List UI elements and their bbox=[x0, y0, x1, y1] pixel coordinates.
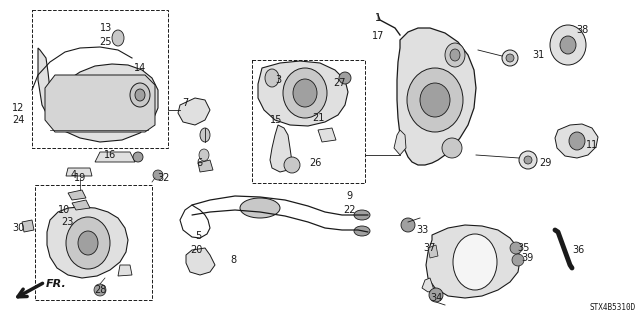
Polygon shape bbox=[66, 168, 92, 176]
Ellipse shape bbox=[199, 149, 209, 161]
Ellipse shape bbox=[453, 234, 497, 290]
Text: 35: 35 bbox=[518, 243, 530, 253]
Text: 9: 9 bbox=[346, 191, 352, 201]
Text: 21: 21 bbox=[312, 113, 324, 123]
Text: 7: 7 bbox=[182, 98, 188, 108]
Text: STX4B5310D: STX4B5310D bbox=[589, 303, 636, 312]
Ellipse shape bbox=[284, 157, 300, 173]
Text: 11: 11 bbox=[586, 140, 598, 150]
Text: 5: 5 bbox=[195, 231, 201, 241]
Ellipse shape bbox=[240, 198, 280, 218]
Text: 1: 1 bbox=[375, 13, 381, 23]
Text: 34: 34 bbox=[430, 293, 442, 303]
Text: 24: 24 bbox=[12, 115, 24, 125]
Ellipse shape bbox=[429, 288, 443, 302]
Text: 6: 6 bbox=[196, 158, 202, 168]
Ellipse shape bbox=[78, 231, 98, 255]
Text: 15: 15 bbox=[270, 115, 282, 125]
Text: 38: 38 bbox=[576, 25, 588, 35]
Text: 26: 26 bbox=[309, 158, 321, 168]
Text: 32: 32 bbox=[157, 173, 169, 183]
Ellipse shape bbox=[442, 138, 462, 158]
Ellipse shape bbox=[407, 68, 463, 132]
Polygon shape bbox=[270, 125, 292, 172]
Ellipse shape bbox=[510, 242, 522, 254]
Polygon shape bbox=[318, 128, 336, 142]
Polygon shape bbox=[68, 190, 86, 200]
Ellipse shape bbox=[354, 226, 370, 236]
Ellipse shape bbox=[112, 30, 124, 46]
Polygon shape bbox=[258, 61, 348, 126]
Text: 36: 36 bbox=[572, 245, 584, 255]
Text: 33: 33 bbox=[416, 225, 428, 235]
Polygon shape bbox=[95, 152, 135, 162]
Polygon shape bbox=[198, 160, 213, 172]
Text: 8: 8 bbox=[230, 255, 236, 265]
Ellipse shape bbox=[420, 83, 450, 117]
Text: 4: 4 bbox=[71, 170, 77, 180]
Ellipse shape bbox=[569, 132, 585, 150]
Polygon shape bbox=[555, 124, 598, 158]
Polygon shape bbox=[394, 130, 406, 155]
Text: 23: 23 bbox=[61, 217, 73, 227]
Ellipse shape bbox=[506, 54, 514, 62]
Text: 20: 20 bbox=[190, 245, 202, 255]
Ellipse shape bbox=[354, 210, 370, 220]
Polygon shape bbox=[186, 248, 215, 275]
Ellipse shape bbox=[130, 83, 150, 107]
Text: 14: 14 bbox=[134, 63, 146, 73]
Polygon shape bbox=[72, 200, 90, 210]
Text: 25: 25 bbox=[100, 37, 112, 47]
Polygon shape bbox=[45, 75, 155, 132]
Ellipse shape bbox=[66, 217, 110, 269]
Text: 39: 39 bbox=[521, 253, 533, 263]
Text: 28: 28 bbox=[94, 285, 106, 295]
Text: 3: 3 bbox=[275, 75, 281, 85]
Polygon shape bbox=[422, 278, 434, 292]
Text: 10: 10 bbox=[58, 205, 70, 215]
Ellipse shape bbox=[339, 72, 351, 84]
Text: 29: 29 bbox=[539, 158, 551, 168]
Ellipse shape bbox=[265, 69, 279, 87]
Ellipse shape bbox=[401, 218, 415, 232]
Polygon shape bbox=[178, 98, 210, 125]
Text: 27: 27 bbox=[333, 78, 346, 88]
Text: 12: 12 bbox=[12, 103, 24, 113]
Bar bbox=[35, 185, 152, 300]
Ellipse shape bbox=[445, 43, 465, 67]
Text: 16: 16 bbox=[104, 150, 116, 160]
Ellipse shape bbox=[560, 36, 576, 54]
Polygon shape bbox=[426, 225, 520, 298]
Text: 17: 17 bbox=[372, 31, 384, 41]
Text: 30: 30 bbox=[12, 223, 24, 233]
Polygon shape bbox=[397, 28, 476, 165]
Bar bbox=[252, 60, 365, 183]
Bar bbox=[32, 10, 168, 148]
Ellipse shape bbox=[283, 68, 327, 118]
Text: 37: 37 bbox=[424, 243, 436, 253]
Ellipse shape bbox=[200, 128, 210, 142]
Ellipse shape bbox=[519, 151, 537, 169]
Polygon shape bbox=[22, 220, 34, 232]
Ellipse shape bbox=[450, 49, 460, 61]
Text: 31: 31 bbox=[532, 50, 544, 60]
Text: 13: 13 bbox=[100, 23, 112, 33]
Polygon shape bbox=[428, 245, 438, 258]
Polygon shape bbox=[47, 207, 128, 278]
Ellipse shape bbox=[293, 79, 317, 107]
Text: 22: 22 bbox=[343, 205, 355, 215]
Text: FR.: FR. bbox=[46, 279, 67, 289]
Ellipse shape bbox=[94, 284, 106, 296]
Polygon shape bbox=[118, 265, 132, 276]
Ellipse shape bbox=[550, 25, 586, 65]
Ellipse shape bbox=[502, 50, 518, 66]
Ellipse shape bbox=[133, 152, 143, 162]
Ellipse shape bbox=[153, 170, 163, 180]
Ellipse shape bbox=[524, 156, 532, 164]
Ellipse shape bbox=[135, 89, 145, 101]
Text: 19: 19 bbox=[74, 173, 86, 183]
Ellipse shape bbox=[512, 254, 524, 266]
Polygon shape bbox=[38, 48, 158, 142]
